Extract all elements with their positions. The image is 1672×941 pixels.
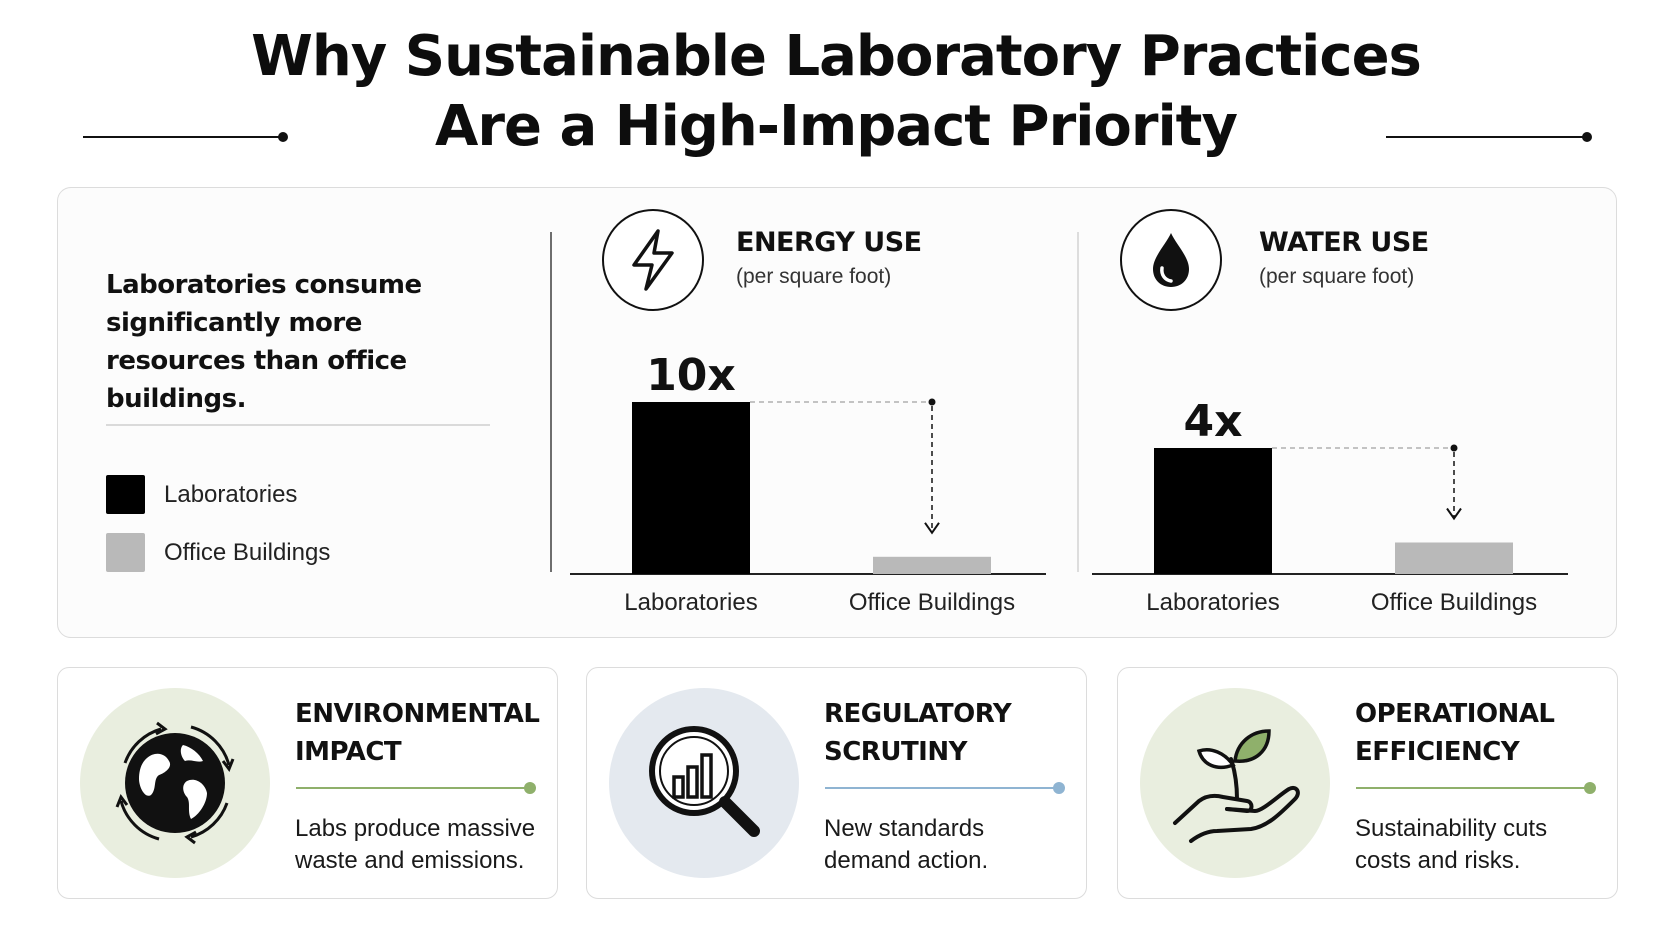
card-accent-dot [1053, 782, 1065, 794]
bar-office-buildings [1395, 542, 1513, 574]
panel-divider-left [550, 232, 552, 572]
card-title-line-1: OPERATIONAL [1355, 699, 1555, 729]
legend-swatch-office-buildings [106, 533, 145, 572]
comparison-dot [928, 398, 936, 406]
comparison-dot [1450, 444, 1458, 452]
bar-office-buildings [873, 556, 991, 574]
card-environmental-impact: ENVIRONMENTAL IMPACT Labs produce massiv… [57, 667, 558, 899]
card-title-line-2: EFFICIENCY [1355, 737, 1520, 767]
card-accent-rule [296, 787, 528, 789]
title-rule-left-dot [278, 132, 288, 142]
water-bar-chart: Laboratories 4x Office Buildings [1092, 396, 1568, 616]
card-icon-circle [1140, 688, 1330, 878]
card-text-line-2: costs and risks. [1355, 847, 1521, 874]
water-chart-title: WATER USE [1259, 227, 1429, 258]
panel-divider-middle [1077, 232, 1079, 572]
card-text-line-1: Sustainability cuts [1355, 815, 1548, 842]
comparison-arrow-head [1446, 507, 1462, 521]
card-text-line-1: Labs produce massive [295, 815, 536, 842]
lightning-bolt-icon [632, 229, 674, 291]
intro-text: Laboratories consume significantly more … [106, 270, 422, 414]
card-accent-dot [1584, 782, 1596, 794]
x-tick-label: Office Buildings [1371, 589, 1537, 616]
card-icon-circle [609, 688, 799, 878]
magnifier-chart-icon [649, 726, 760, 837]
globe-recycle-icon [115, 721, 235, 845]
card-regulatory-scrutiny: REGULATORY SCRUTINY New standards demand… [586, 667, 1087, 899]
intro-divider [106, 424, 490, 426]
hand-sprout-icon [1173, 729, 1300, 843]
card-title-line-1: ENVIRONMENTAL [295, 699, 540, 729]
card-title: OPERATIONAL EFFICIENCY [1355, 695, 1605, 771]
x-tick-label: Laboratories [624, 589, 757, 616]
card-title-line-2: IMPACT [295, 737, 402, 767]
card-operational-efficiency: OPERATIONAL EFFICIENCY Sustainability cu… [1117, 667, 1618, 899]
card-text-line-2: demand action. [824, 847, 989, 874]
card-title-line-2: SCRUTINY [824, 737, 967, 767]
x-tick-label: Laboratories [1146, 589, 1279, 616]
card-text-line-2: waste and emissions. [295, 847, 525, 874]
card-title-line-1: REGULATORY [824, 699, 1012, 729]
comparison-arrow-head [924, 522, 940, 535]
title-line-1: Why Sustainable Laboratory Practices [251, 24, 1422, 89]
card-icon-circle [80, 688, 270, 878]
legend-label: Laboratories [164, 480, 298, 508]
card-text: Sustainability cuts costs and risks. [1355, 813, 1610, 877]
water-drop-icon [1153, 233, 1189, 287]
energy-chart-subtitle: (per square foot) [736, 265, 892, 288]
energy-icon-circle [602, 209, 704, 311]
energy-bar-chart: Laboratories 10x Office Buildings [570, 350, 1046, 616]
title-line-2: Are a High-Impact Priority [435, 94, 1238, 159]
legend-item-office-buildings: Office Buildings [106, 533, 330, 572]
card-accent-rule [825, 787, 1057, 789]
card-text-line-1: New standards [824, 815, 985, 842]
bar-laboratories [1154, 448, 1272, 574]
card-text: New standards demand action. [824, 813, 1079, 877]
legend-label: Office Buildings [164, 538, 331, 566]
card-accent-dot [524, 782, 536, 794]
comparison-panel [57, 187, 1617, 638]
card-title: ENVIRONMENTAL IMPACT [295, 695, 545, 771]
x-tick-label: Office Buildings [849, 589, 1015, 616]
water-chart-subtitle: (per square foot) [1259, 265, 1415, 288]
title-rule-right-dot [1582, 132, 1592, 142]
bar-laboratories [632, 402, 750, 574]
data-label: 10x [646, 350, 736, 401]
data-label: 4x [1184, 396, 1243, 447]
legend-swatch-laboratories [106, 475, 145, 514]
water-icon-circle [1120, 209, 1222, 311]
title-rule-right [1386, 136, 1586, 138]
legend-item-laboratories: Laboratories [106, 475, 297, 514]
card-title: REGULATORY SCRUTINY [824, 695, 1074, 771]
page-title: Why Sustainable Laboratory Practices Are… [0, 22, 1672, 162]
title-rule-left [83, 136, 283, 138]
energy-chart-title: ENERGY USE [736, 227, 922, 258]
card-accent-rule [1356, 787, 1588, 789]
card-text: Labs produce massive waste and emissions… [295, 813, 550, 877]
